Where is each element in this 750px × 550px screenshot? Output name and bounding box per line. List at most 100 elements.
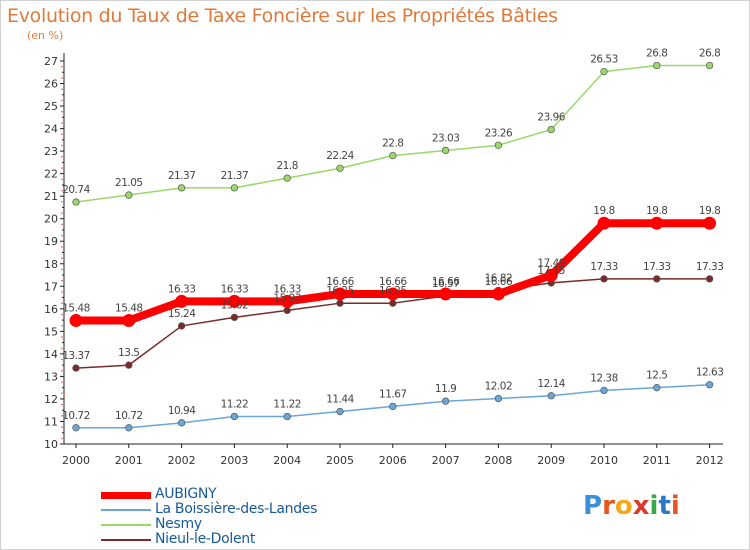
logo-letter: x <box>632 491 650 521</box>
data-point <box>600 67 608 76</box>
x-tick-label: 2006 <box>379 454 407 467</box>
data-point <box>441 146 450 155</box>
data-label: 17.33 <box>696 261 724 273</box>
x-tick-label: 2007 <box>432 454 460 467</box>
y-tick-label: 22 <box>44 168 58 181</box>
data-point <box>389 151 397 160</box>
legend-swatch <box>101 524 151 526</box>
y-dot-mark <box>61 403 63 406</box>
data-label: 15.24 <box>168 308 196 320</box>
data-point <box>705 61 714 70</box>
legend-label: Nieul-le-Dolent <box>155 531 256 547</box>
data-point <box>72 198 80 206</box>
data-label: 21.37 <box>168 170 196 182</box>
y-tick-label: 26 <box>44 78 58 91</box>
data-label: 10.94 <box>168 405 196 417</box>
logo-letter: o <box>614 491 633 521</box>
data-label: 21.8 <box>277 160 298 172</box>
x-tick-label: 2008 <box>484 454 512 467</box>
data-point <box>703 216 717 230</box>
y-tick-label: 18 <box>44 258 58 271</box>
data-point <box>177 419 186 427</box>
data-point <box>227 294 241 308</box>
logo-letter: P <box>583 491 603 521</box>
data-label: 16.66 <box>379 276 407 288</box>
data-point <box>600 386 608 395</box>
data-point <box>705 275 714 283</box>
y-dot-mark <box>61 144 63 147</box>
y-tick-label: 19 <box>44 235 58 248</box>
data-point <box>69 314 83 328</box>
proxiti-logo: Proxiti <box>583 491 680 521</box>
data-label: 22.24 <box>326 150 354 162</box>
logo-letter: r <box>602 491 615 521</box>
data-label: 26.53 <box>590 54 618 66</box>
data-label: 16.25 <box>326 285 354 297</box>
y-dot-mark <box>61 155 63 158</box>
logo-letter: t <box>658 491 671 521</box>
y-tick-label: 20 <box>44 213 58 226</box>
y-dot-mark <box>61 358 63 361</box>
data-point <box>72 364 80 372</box>
data-label: 16.66 <box>326 276 354 288</box>
y-tick-label: 13 <box>44 370 58 383</box>
y-dot-mark <box>61 167 63 169</box>
data-point <box>653 384 661 392</box>
data-point <box>705 381 714 389</box>
data-point <box>547 125 555 134</box>
y-dot-mark <box>61 437 63 440</box>
data-label: 12.5 <box>646 370 667 382</box>
data-label: 21.05 <box>115 177 143 189</box>
chart-title: Evolution du Taux de Taxe Foncière sur l… <box>7 5 558 27</box>
logo-letter: i <box>649 491 659 521</box>
legend-label: AUBIGNY <box>155 486 217 502</box>
x-tick-label: 2012 <box>696 454 724 467</box>
data-label: 11.22 <box>221 399 249 411</box>
y-dot-mark <box>61 336 63 338</box>
x-tick-label: 2004 <box>273 454 301 467</box>
data-label: 10.72 <box>115 410 143 422</box>
data-label: 26.8 <box>699 48 720 60</box>
data-point <box>653 61 661 70</box>
data-label: 16.82 <box>485 272 513 284</box>
data-point <box>389 299 397 307</box>
data-label: 16.33 <box>273 283 301 295</box>
data-label: 19.8 <box>593 205 614 217</box>
data-point <box>547 392 555 400</box>
data-point <box>283 174 291 182</box>
data-point <box>125 361 133 369</box>
data-label: 15.48 <box>62 303 90 315</box>
data-label: 13.5 <box>118 347 139 359</box>
data-label: 19.8 <box>646 205 667 217</box>
y-dot-mark <box>61 246 63 248</box>
y-tick-label: 14 <box>44 348 58 361</box>
data-point <box>439 287 453 301</box>
data-point <box>600 275 608 283</box>
data-label: 12.14 <box>537 378 565 390</box>
y-tick-label: 25 <box>44 100 58 113</box>
data-label: 11.44 <box>326 394 354 406</box>
y-dot-mark <box>61 302 63 304</box>
y-dot-mark <box>61 223 63 226</box>
y-tick-label: 15 <box>44 325 58 338</box>
x-tick-label: 2002 <box>168 454 196 467</box>
data-point <box>441 397 450 405</box>
y-tick-label: 11 <box>44 415 58 428</box>
y-dot-mark <box>61 381 63 383</box>
data-label: 12.38 <box>590 372 618 384</box>
y-dot-mark <box>61 77 63 79</box>
y-tick-label: 24 <box>44 123 58 136</box>
data-label: 23.26 <box>485 127 513 139</box>
y-dot-mark <box>61 178 63 181</box>
y-dot-mark <box>61 99 63 102</box>
x-tick-label: 2005 <box>326 454 354 467</box>
data-label: 21.37 <box>221 170 249 182</box>
y-dot-mark <box>61 212 63 214</box>
data-label: 16.33 <box>168 283 196 295</box>
data-point <box>336 299 344 307</box>
data-label: 11.22 <box>273 399 301 411</box>
x-tick-label: 2001 <box>115 454 143 467</box>
legend-swatch <box>101 539 151 541</box>
data-label: 11.67 <box>379 388 407 400</box>
